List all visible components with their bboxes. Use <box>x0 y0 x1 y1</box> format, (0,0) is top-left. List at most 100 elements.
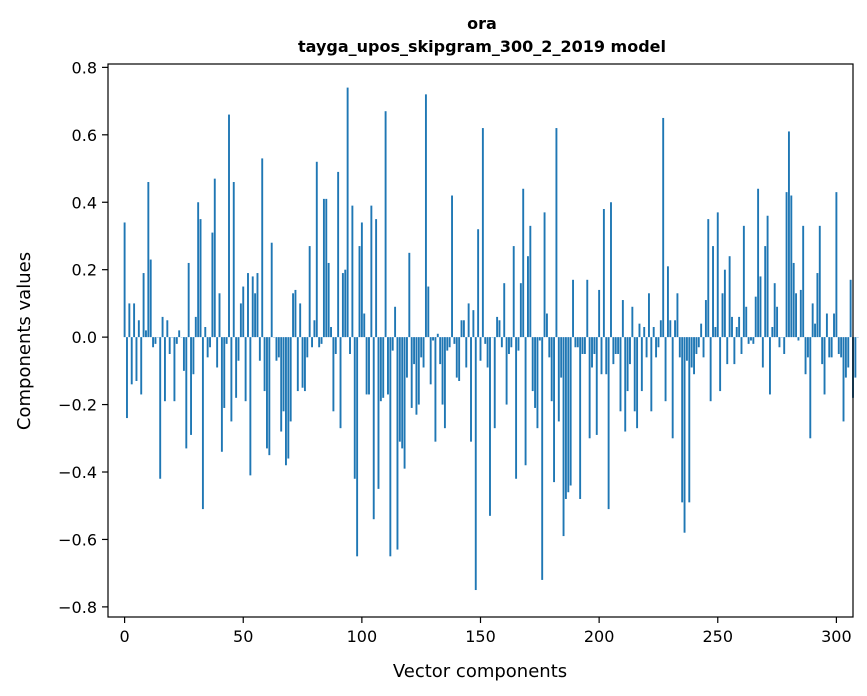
bar <box>408 252 411 338</box>
bar <box>282 337 285 412</box>
bar <box>557 337 560 422</box>
chart-subtitle: tayga_upos_skipgram_300_2_2019 model <box>298 37 666 56</box>
bar <box>429 337 432 385</box>
bar <box>432 337 434 341</box>
bar <box>403 337 406 469</box>
bar <box>460 320 463 338</box>
bar <box>315 161 318 338</box>
bar <box>154 337 157 344</box>
bar <box>719 337 722 392</box>
bar <box>828 337 831 358</box>
bars-group <box>123 87 859 591</box>
x-tick-label: 150 <box>465 627 496 646</box>
bar <box>268 337 271 456</box>
bar <box>572 279 574 338</box>
bar <box>574 337 577 348</box>
bar <box>472 310 475 338</box>
bar <box>576 337 579 348</box>
bar <box>163 337 166 402</box>
bar <box>529 225 532 338</box>
y-tick-label: 0.2 <box>72 261 97 280</box>
y-tick-label: 0.0 <box>72 328 97 347</box>
bar <box>168 337 171 354</box>
bar <box>266 337 268 449</box>
bar <box>479 337 482 361</box>
bar <box>277 337 280 358</box>
bar <box>598 289 601 338</box>
bar <box>223 337 226 408</box>
x-tick-label: 200 <box>584 627 615 646</box>
bar <box>702 337 705 358</box>
bar <box>289 337 292 422</box>
bar <box>249 337 252 476</box>
bar <box>695 337 698 354</box>
bar <box>422 337 425 368</box>
bar <box>334 337 337 354</box>
bar <box>799 289 802 338</box>
bar <box>541 337 544 580</box>
bar <box>325 198 328 338</box>
bar <box>130 337 133 385</box>
bar <box>648 293 650 338</box>
y-tick-label: 0.6 <box>72 126 97 145</box>
x-axis-ticks: 0 50 100 150 200 250 300 <box>120 617 852 646</box>
bar <box>586 279 589 338</box>
bar <box>413 337 416 365</box>
y-tick-label: −0.4 <box>58 463 97 482</box>
bar <box>538 337 541 341</box>
bar <box>292 293 295 338</box>
bar <box>484 337 487 344</box>
plot-frame <box>107 63 854 618</box>
bar <box>837 337 840 354</box>
bar <box>564 337 567 499</box>
bar <box>145 330 147 338</box>
bar <box>593 337 596 354</box>
bar <box>391 337 394 351</box>
bar <box>287 337 290 459</box>
bar <box>761 337 764 368</box>
bar <box>550 337 553 402</box>
bar <box>806 337 809 358</box>
x-tick-label: 50 <box>233 627 253 646</box>
bar <box>757 188 760 338</box>
bar <box>683 337 686 533</box>
bar <box>560 337 563 378</box>
bar <box>818 225 821 338</box>
bar <box>322 198 325 338</box>
bar <box>626 337 629 392</box>
bar <box>228 114 230 338</box>
bar <box>688 337 691 503</box>
bar <box>671 337 674 439</box>
bar <box>493 337 496 429</box>
bar <box>415 337 418 415</box>
bar <box>811 303 814 338</box>
bar <box>731 316 733 338</box>
bar <box>652 327 655 338</box>
bar <box>220 337 223 452</box>
bar <box>809 337 812 439</box>
bar <box>434 337 437 442</box>
bar <box>619 337 622 412</box>
bar <box>360 222 363 338</box>
bar <box>474 337 477 591</box>
bar <box>624 337 627 432</box>
bar <box>427 286 430 338</box>
bar <box>662 117 665 338</box>
bar <box>666 266 669 338</box>
bar <box>161 316 164 338</box>
bar <box>313 320 316 338</box>
bar <box>709 337 712 402</box>
bar <box>795 293 798 338</box>
bar <box>797 337 800 341</box>
bar <box>735 327 738 338</box>
bar <box>678 337 681 358</box>
bar <box>218 293 221 338</box>
x-tick-label: 100 <box>347 627 378 646</box>
bar <box>370 205 373 338</box>
bar <box>548 337 551 358</box>
bar <box>650 337 653 412</box>
bar <box>676 293 679 338</box>
bar <box>823 337 826 395</box>
bar <box>261 158 264 338</box>
bar <box>410 337 413 408</box>
